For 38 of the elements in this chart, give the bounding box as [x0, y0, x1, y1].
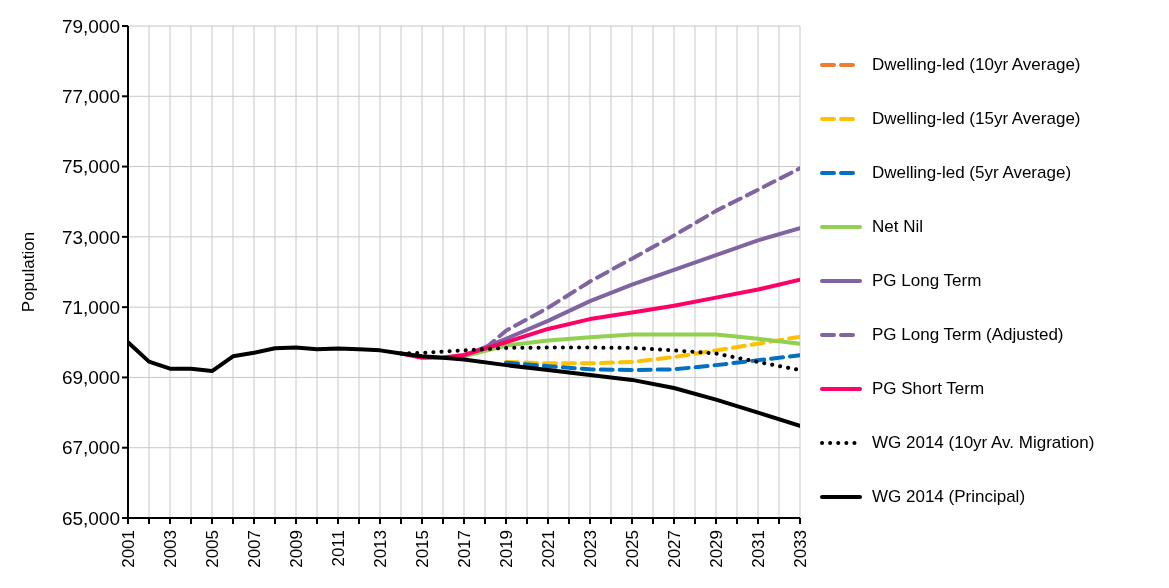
x-tick-label: 2021 — [538, 530, 558, 568]
x-tick-label: 2023 — [580, 530, 600, 568]
x-tick-label: 2007 — [244, 530, 264, 568]
x-tick-label: 2019 — [496, 530, 516, 568]
x-tick-label: 2031 — [748, 530, 768, 568]
x-tick-label: 2005 — [202, 530, 222, 568]
legend-label: PG Long Term — [872, 270, 982, 292]
legend-label: WG 2014 (Principal) — [872, 486, 1026, 508]
x-tick-label: 2033 — [790, 530, 810, 568]
x-tick-label: 2027 — [664, 530, 684, 568]
line-series — [504, 353, 800, 373]
x-tick-label: 2017 — [454, 530, 474, 568]
y-tick-label: 75,000 — [61, 156, 120, 178]
y-tick-label: 71,000 — [61, 296, 120, 318]
y-axis-title: Population — [19, 231, 39, 313]
legend-label: Dwelling-led (5yr Average) — [872, 162, 1072, 184]
y-tick-label: 79,000 — [61, 15, 120, 37]
x-tick-label: 2003 — [160, 530, 180, 568]
x-tick-label: 2011 — [328, 530, 348, 567]
x-tick-label: 2015 — [412, 530, 432, 568]
x-tick-label: 2029 — [706, 530, 726, 568]
legend-label: WG 2014 (10yr Av. Migration) — [872, 432, 1095, 454]
y-tick-label: 77,000 — [61, 86, 120, 108]
legend-label: Net Nil — [872, 216, 924, 238]
legend-label: Dwelling-led (15yr Average) — [872, 108, 1081, 130]
x-tick-label: 2001 — [118, 530, 138, 568]
y-tick-label: 73,000 — [61, 226, 120, 248]
legend-label: PG Long Term (Adjusted) — [872, 324, 1064, 346]
line-series — [462, 332, 800, 359]
legend-label: PG Short Term — [872, 378, 985, 400]
legend-label: Dwelling-led (10yr Average) — [872, 54, 1081, 76]
x-tick-label: 2025 — [622, 530, 642, 568]
x-tick-label: 2013 — [370, 530, 390, 568]
line-series — [504, 334, 800, 366]
y-tick-label: 69,000 — [61, 367, 120, 389]
x-tick-label: 2009 — [286, 530, 306, 568]
y-tick-label: 65,000 — [61, 507, 120, 529]
y-tick-label: 67,000 — [61, 437, 120, 459]
